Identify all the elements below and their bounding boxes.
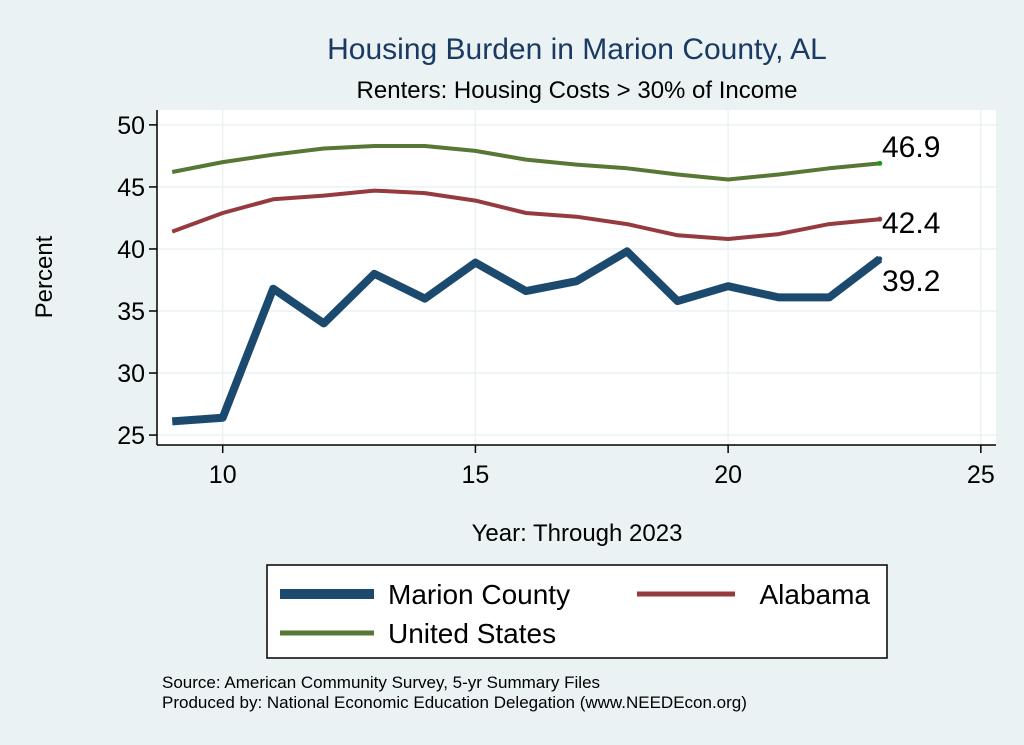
series-line-alabama (171, 188, 880, 241)
end-point-marion-county (877, 256, 883, 262)
series-line-united-states (171, 144, 880, 182)
end-labels: 46.9 42.4 39.2 (882, 131, 940, 298)
x-tick-label-15: 15 (462, 461, 490, 489)
x-tick-label-10: 10 (209, 461, 237, 489)
legend-label-marion-county: Marion County (388, 579, 570, 610)
y-tick-label-25: 25 (117, 422, 145, 450)
y-tick-label-30: 30 (117, 360, 145, 388)
y-tick-label-35: 35 (117, 298, 145, 326)
x-tick-labels: 10 15 20 25 (209, 461, 995, 489)
x-tick-label-20: 20 (714, 461, 742, 489)
y-tick-labels: 25 30 35 40 45 50 (117, 112, 145, 450)
end-point-united-states (877, 160, 883, 166)
x-tick-label-25: 25 (967, 461, 995, 489)
gridlines (157, 110, 996, 445)
x-axis-title: Year: Through 2023 (472, 520, 683, 547)
legend-label-alabama: Alabama (759, 579, 870, 610)
legend-label-united-states: United States (388, 618, 556, 649)
axes (149, 110, 996, 453)
end-label-united-states: 46.9 (882, 131, 940, 164)
y-tick-label-45: 45 (117, 174, 145, 202)
chart-title: Housing Burden in Marion County, AL (327, 33, 827, 66)
y-tick-label-50: 50 (117, 112, 145, 140)
chart-subtitle: Renters: Housing Costs > 30% of Income (357, 77, 798, 104)
y-axis-title: Percent (31, 235, 58, 318)
series-lines (171, 144, 883, 426)
series-line-marion-county (171, 247, 883, 426)
y-tick-label-40: 40 (117, 236, 145, 264)
end-point-alabama (877, 216, 883, 222)
legend: Marion County Alabama United States (266, 564, 888, 659)
end-label-alabama: 42.4 (882, 207, 940, 240)
end-label-marion-county: 39.2 (882, 265, 940, 298)
source-note: Source: American Community Survey, 5-yr … (162, 673, 600, 692)
producer-note: Produced by: National Economic Education… (162, 693, 747, 712)
legend-box (266, 564, 888, 659)
